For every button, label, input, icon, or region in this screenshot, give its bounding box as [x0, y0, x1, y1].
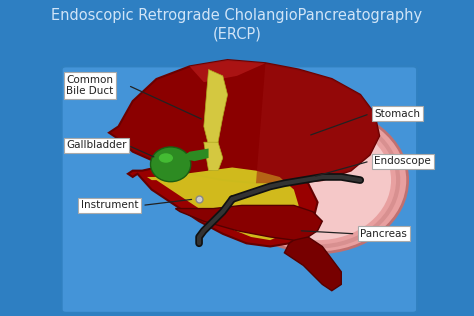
Text: Pancreas: Pancreas: [360, 229, 407, 239]
Polygon shape: [147, 167, 299, 240]
Text: Gallbladder: Gallbladder: [66, 140, 127, 150]
FancyBboxPatch shape: [62, 66, 417, 313]
Polygon shape: [190, 60, 265, 82]
Ellipse shape: [228, 107, 408, 253]
Ellipse shape: [159, 153, 173, 163]
Polygon shape: [284, 237, 341, 291]
Ellipse shape: [150, 147, 191, 182]
Polygon shape: [204, 142, 223, 171]
Text: (ERCP): (ERCP): [212, 27, 262, 42]
Polygon shape: [180, 149, 209, 161]
Polygon shape: [256, 63, 379, 183]
Ellipse shape: [244, 120, 391, 240]
Text: Common
Bile Duct: Common Bile Duct: [66, 75, 114, 96]
Polygon shape: [204, 70, 228, 145]
Text: Endoscope: Endoscope: [374, 156, 431, 166]
Polygon shape: [109, 60, 379, 183]
Text: Endoscopic Retrograde CholangioPancreatography: Endoscopic Retrograde CholangioPancreato…: [52, 8, 422, 23]
Polygon shape: [128, 161, 318, 246]
Text: Instrument: Instrument: [81, 200, 138, 210]
Text: Stomach: Stomach: [374, 109, 420, 119]
Polygon shape: [175, 205, 322, 240]
